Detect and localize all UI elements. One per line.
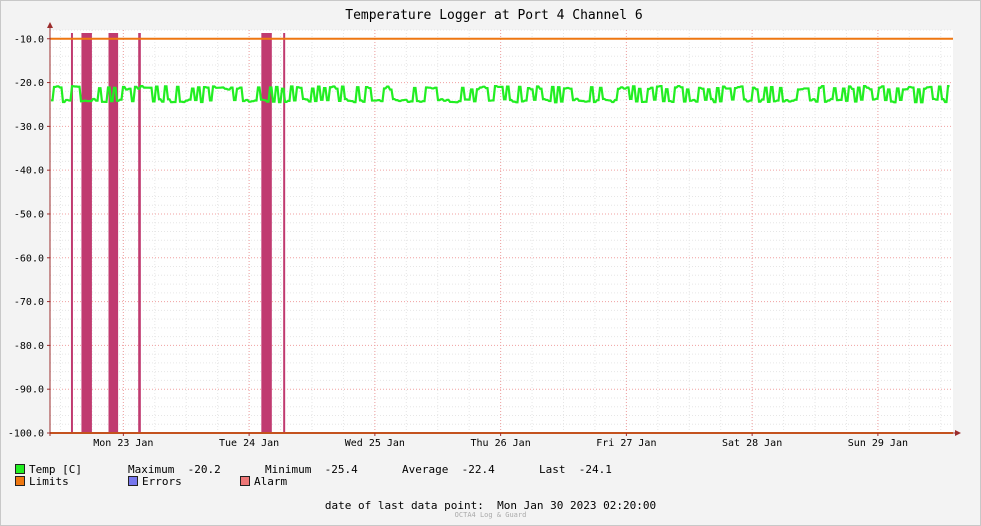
alarm-bar-4 xyxy=(261,33,272,433)
y-tick-label: -20.0 xyxy=(14,78,44,89)
x-tick-label: Tue 24 Jan xyxy=(219,438,279,449)
x-axis-arrow xyxy=(955,430,961,436)
grid-lines xyxy=(50,29,953,434)
alarm-bar-1 xyxy=(81,33,92,433)
x-tick-label: Sun 29 Jan xyxy=(848,438,908,449)
stat-maximum: Maximum -20.2 xyxy=(128,463,221,476)
x-tick-label: Mon 23 Jan xyxy=(93,438,153,449)
chart-title: Temperature Logger at Port 4 Channel 6 xyxy=(345,8,642,23)
alarm-swatch-icon xyxy=(240,476,250,486)
y-tick-label: -30.0 xyxy=(14,122,44,133)
legend-row-temp: Temp [C] xyxy=(15,463,82,476)
last-point-value: Mon Jan 30 2023 02:20:00 xyxy=(497,499,657,512)
y-tick-label: -60.0 xyxy=(14,253,44,264)
temp-swatch-icon xyxy=(15,464,25,474)
stat-average: Average -22.4 xyxy=(402,463,495,476)
alarm-bar-2 xyxy=(108,33,119,433)
y-tick-label: -90.0 xyxy=(14,385,44,396)
temp-line xyxy=(51,84,950,104)
legend-row-alarm: Alarm xyxy=(240,475,287,488)
legend-row-errors: Errors xyxy=(128,475,182,488)
alarm-bars xyxy=(70,33,286,433)
stat-last: Last -24.1 xyxy=(539,463,612,476)
legend-row-limits: Limits xyxy=(15,475,69,488)
x-tick-label: Thu 26 Jan xyxy=(471,438,531,449)
x-tick-label: Sat 28 Jan xyxy=(722,438,782,449)
x-tick-label: Wed 25 Jan xyxy=(345,438,405,449)
legend-errors: Errors xyxy=(142,475,182,488)
limits-swatch-icon xyxy=(15,476,25,486)
x-tick-labels: Mon 23 Jan Tue 24 Jan Wed 25 Jan Thu 26 Jan… xyxy=(93,438,908,449)
y-axis-arrow xyxy=(47,22,53,28)
y-tick-label: -70.0 xyxy=(14,297,44,308)
legend-temp: Temp [C] xyxy=(29,463,82,476)
alarm-bar-0 xyxy=(70,33,73,433)
y-tick-label: -10.0 xyxy=(14,34,44,45)
y-tick-label: -100.0 xyxy=(8,429,44,440)
y-tick-labels: -10.0 -20.0 -30.0 -40.0 -50.0 -60.0 -70.0 -80.0… xyxy=(8,34,44,439)
y-tick-label: -80.0 xyxy=(14,341,44,352)
alarm-bar-5 xyxy=(283,33,286,433)
errors-swatch-icon xyxy=(128,476,138,486)
stat-minimum: Minimum -25.4 xyxy=(265,463,358,476)
alarm-bar-3 xyxy=(138,33,141,433)
y-tick-label: -50.0 xyxy=(14,209,44,220)
watermark: OCTA4 Log & Guard xyxy=(454,511,527,519)
legend-limits: Limits xyxy=(29,475,69,488)
temp-series xyxy=(51,84,950,104)
last-data-point: date of last data point: Mon Jan 30 2023… xyxy=(0,499,981,512)
y-tick-label: -40.0 xyxy=(14,166,44,177)
axes xyxy=(47,22,961,436)
stat-minimum-value: -25.4 xyxy=(324,463,358,476)
temperature-chart: -10.0 -20.0 -30.0 -40.0 -50.0 -60.0 -70.0 -80.0… xyxy=(8,8,961,449)
x-tick-label: Fri 27 Jan xyxy=(596,438,656,449)
legend-alarm: Alarm xyxy=(254,475,288,488)
last-point-label: date of last data point: xyxy=(324,499,484,512)
stat-maximum-value: -20.2 xyxy=(187,463,221,476)
stat-last-value: -24.1 xyxy=(578,463,612,476)
stat-average-value: -22.4 xyxy=(461,463,495,476)
